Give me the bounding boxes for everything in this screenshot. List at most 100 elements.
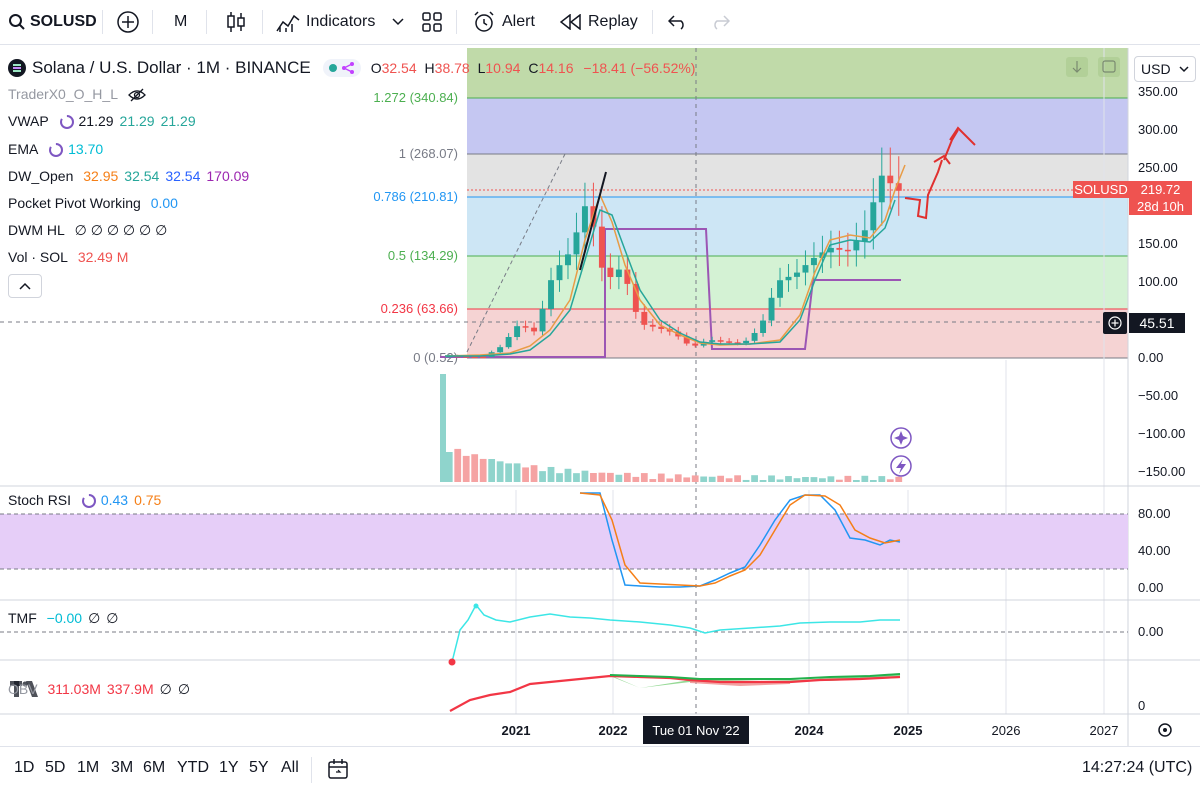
redo-button[interactable] <box>710 0 730 44</box>
volume-bar <box>768 475 775 482</box>
calendar-goto-icon[interactable] <box>326 757 350 781</box>
volume-bar <box>539 471 546 482</box>
candle-body <box>531 327 538 332</box>
fib-label-236: 0.236 (63.66) <box>381 301 458 316</box>
candle-body <box>598 226 605 268</box>
range-ytd[interactable]: YTD <box>177 759 209 776</box>
volume-bar <box>869 480 877 482</box>
range-1y[interactable]: 1Y <box>219 759 239 776</box>
pane-maximize-icon[interactable] <box>1098 57 1120 77</box>
search-icon <box>9 14 25 30</box>
candle-body <box>692 343 699 346</box>
lightning-icon[interactable] <box>890 455 912 477</box>
fib-label-1272: 1.272 (340.84) <box>373 90 458 105</box>
crosshair-date: Tue 01 Nov '22 <box>652 723 739 738</box>
obv-fill-green <box>610 675 900 688</box>
symbol-title[interactable]: Solana / U.S. Dollar · 1M · BINANCE <box>32 58 311 77</box>
currency-select[interactable]: USD <box>1134 56 1196 82</box>
candle-body <box>556 265 563 281</box>
legend-vwap[interactable]: VWAP 21.29 21.29 21.29 <box>8 113 196 130</box>
price-tick: 350.00 <box>1138 84 1178 99</box>
volume-bar <box>827 476 835 482</box>
plus-circle-icon <box>117 11 139 33</box>
legend-stoch-rsi[interactable]: Stoch RSI 0.43 0.75 <box>8 492 162 509</box>
candle-body <box>853 241 860 251</box>
symbol-search[interactable]: SOLUSD <box>8 0 97 44</box>
legend-volume[interactable]: Vol · SOL 32.49 M <box>8 249 129 265</box>
candle-body <box>751 332 758 341</box>
obv-tick: 0 <box>1138 698 1145 713</box>
alert-label: Alert <box>502 13 535 30</box>
indicators-icon <box>276 14 300 32</box>
compare-button[interactable] <box>116 0 140 44</box>
range-5y[interactable]: 5Y <box>249 759 269 776</box>
price-tick: −100.00 <box>1138 426 1185 441</box>
undo-icon <box>668 15 684 30</box>
loading-icon <box>81 494 96 509</box>
price-axis-ticks: 350.00 300.00 250.00 150.00 100.00 0.00 … <box>1138 84 1185 713</box>
range-1m[interactable]: 1M <box>77 759 100 776</box>
pane-arrow-down-icon[interactable] <box>1066 57 1088 77</box>
layouts-button[interactable] <box>422 0 442 44</box>
alarm-clock-icon <box>474 11 494 32</box>
candle-body <box>895 183 902 191</box>
legend-dwm-name: DWM HL <box>8 222 65 238</box>
volume-bars <box>440 374 903 482</box>
status-pill[interactable] <box>322 59 361 77</box>
volume-bar <box>734 475 742 482</box>
volume-bar <box>886 479 894 482</box>
clock[interactable]: 14:27:24 (UTC) <box>1082 759 1193 776</box>
time-tick: 2021 <box>502 723 531 738</box>
volume-bar <box>479 458 487 482</box>
chart-type-button[interactable] <box>226 0 246 44</box>
legend-ema[interactable]: EMA 13.70 <box>8 141 104 158</box>
candle-body <box>709 340 716 342</box>
replay-button[interactable]: Replay <box>560 0 638 44</box>
volume-bar <box>759 480 767 482</box>
volume-bar <box>751 475 758 482</box>
bottom-toolbar: 1D 5D 1M 3M 6M YTD 1Y 5Y All 14:27:24 (U… <box>0 746 1200 793</box>
time-tick: 2025 <box>894 723 923 738</box>
range-3m[interactable]: 3M <box>111 759 134 776</box>
range-all[interactable]: All <box>281 759 299 776</box>
indicators-dropdown[interactable] <box>392 0 404 44</box>
legend-obv-name: OBV <box>8 681 38 697</box>
add-alert-button[interactable] <box>1103 312 1127 334</box>
volume-bar <box>590 473 597 482</box>
undo-button[interactable] <box>668 0 688 44</box>
candle-body <box>514 326 521 338</box>
assistant-icon[interactable] <box>890 427 912 449</box>
volume-bar <box>725 478 733 482</box>
legend-obv[interactable]: OBV 311.03M 337.9M ∅ ∅ <box>8 681 191 697</box>
range-1d[interactable]: 1D <box>14 759 35 776</box>
volume-bar <box>640 473 648 482</box>
axis-settings-icon[interactable] <box>1158 723 1172 737</box>
legend-pocket-pivot[interactable]: Pocket Pivot Working 0.00 <box>8 195 178 211</box>
candle-body <box>615 269 622 278</box>
eye-hidden-icon[interactable] <box>127 88 146 102</box>
volume-bar <box>496 461 504 482</box>
range-6m[interactable]: 6M <box>143 759 166 776</box>
legend-tmf[interactable]: TMF −0.00 ∅ ∅ <box>8 610 119 626</box>
time-axis-labels: 2021 2022 2024 2025 2026 2027 <box>502 723 1119 738</box>
alert-button[interactable]: Alert <box>472 0 535 44</box>
fib-label-786: 0.786 (210.81) <box>373 189 458 204</box>
legend-dw-open[interactable]: DW_Open 32.95 32.54 32.54 170.09 <box>8 168 250 184</box>
range-5d[interactable]: 5D <box>45 759 66 776</box>
volume-bar <box>649 479 657 482</box>
candle-body <box>505 337 512 348</box>
legend-tradero[interactable]: TraderX0_O_H_L <box>8 86 146 102</box>
interval-button[interactable]: M <box>174 13 188 30</box>
volume-bar <box>581 470 589 482</box>
chart-canvas[interactable]: 1.272 (340.84) 1 (268.07) 0.786 (210.81)… <box>0 0 1200 746</box>
hand-drawn-projection <box>904 126 976 220</box>
candle-body <box>581 206 588 233</box>
fib-label-1: 1 (268.07) <box>399 146 458 161</box>
currency-label: USD <box>1141 61 1171 77</box>
legend-vol-name: Vol · SOL <box>8 249 68 265</box>
indicators-button[interactable]: Indicators <box>276 0 375 44</box>
legend-dwm-hl[interactable]: DWM HL ∅ ∅ ∅ ∅ ∅ ∅ <box>8 222 168 238</box>
price-tick: −50.00 <box>1138 388 1178 403</box>
collapse-legend-button[interactable] <box>8 274 42 298</box>
solana-logo-icon <box>8 59 26 77</box>
